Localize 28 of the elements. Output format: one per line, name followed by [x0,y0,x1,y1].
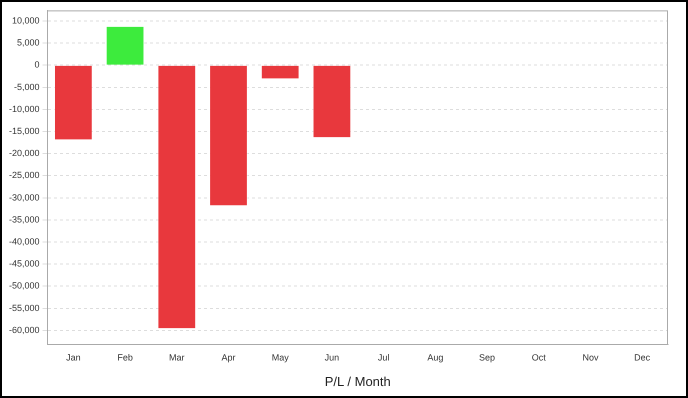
x-tick-label: Jan [66,352,81,362]
y-tick-label: -55,000 [8,302,40,313]
x-tick-label: Sep [479,352,496,362]
y-tick-label: -60,000 [8,324,40,335]
y-tick-label: 0 [34,60,40,70]
y-tick-label: 10,000 [12,15,40,26]
y-tick-label: -40,000 [8,236,40,247]
x-tick-label: Jun [324,352,340,362]
x-tick-label: May [272,352,290,362]
y-tick-label: -25,000 [8,170,40,180]
x-tick-label: Mar [169,352,185,362]
y-tick-label: -35,000 [8,214,40,224]
x-tick-label: Dec [634,352,651,362]
y-tick-label: 5,000 [16,38,40,48]
x-tick-label: Nov [582,352,599,362]
y-tick-label: -50,000 [8,280,40,291]
x-tick-label: Oct [532,352,546,362]
y-tick-label: -10,000 [8,104,40,114]
y-tick-label: -45,000 [8,258,40,269]
x-tick-label: Jul [378,352,390,362]
x-axis-title: P/L / Month [324,374,391,389]
x-tick-label: Aug [427,352,444,362]
x-tick-label: Feb [117,352,133,362]
y-tick-label: -15,000 [8,126,40,136]
y-tick-label: -5,000 [14,82,40,92]
y-tick-label: -20,000 [8,148,40,158]
y-tick-label: -30,000 [8,192,40,202]
x-tick-label: Apr [221,352,236,362]
